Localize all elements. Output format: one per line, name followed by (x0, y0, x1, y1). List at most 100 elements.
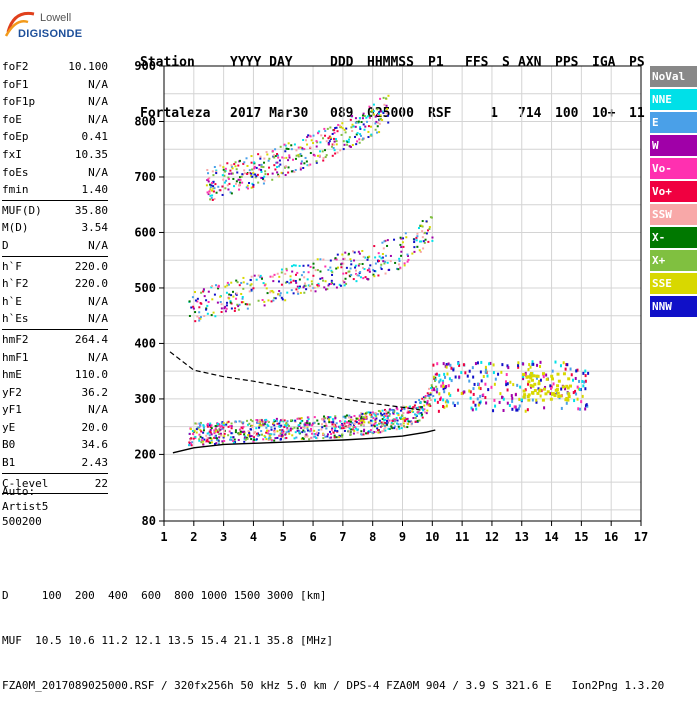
echo-point (517, 365, 520, 369)
echo-point (355, 143, 358, 146)
echo-point (532, 362, 535, 366)
echo-point (250, 174, 253, 177)
echo-point (289, 427, 292, 430)
echo-point (487, 388, 490, 392)
echo-point (430, 384, 433, 387)
echo-point (362, 277, 365, 280)
echo-point (302, 167, 305, 170)
echo-point (345, 414, 348, 417)
echo-point (297, 155, 300, 158)
echo-point (469, 396, 472, 400)
echo-point (250, 161, 253, 164)
echo-point (328, 140, 331, 143)
echo-point (226, 162, 229, 165)
echo-point (207, 300, 210, 303)
echo-point (223, 435, 226, 438)
echo-point (288, 154, 291, 157)
echo-point (384, 421, 387, 424)
echo-point (442, 404, 445, 408)
echo-point (223, 170, 226, 173)
echo-point (216, 424, 219, 427)
echo-point (529, 365, 532, 369)
echo-point (381, 418, 384, 421)
echo-point (399, 417, 402, 420)
echo-point (202, 443, 205, 446)
echo-point (385, 422, 388, 425)
echo-point (276, 171, 279, 174)
echo-point (356, 431, 359, 434)
echo-point (372, 268, 375, 271)
echo-point (313, 154, 316, 157)
echo-point (299, 168, 302, 171)
echo-point (562, 361, 565, 365)
echo-point (312, 286, 315, 289)
echo-point (388, 414, 391, 417)
echo-point (290, 148, 293, 151)
y-tick-label: 80 (142, 514, 156, 528)
x-tick-label: 2 (190, 530, 197, 544)
echo-point (306, 423, 309, 426)
echo-point (317, 282, 320, 285)
echo-point (435, 390, 438, 394)
echo-point (382, 96, 385, 99)
echo-point (425, 232, 428, 235)
echo-point (557, 379, 561, 383)
echo-point (358, 252, 361, 255)
echo-point (422, 396, 425, 399)
echo-point (335, 143, 338, 146)
echo-point (221, 427, 224, 430)
echo-point (402, 245, 405, 248)
echo-point (205, 184, 208, 187)
echo-point (399, 243, 402, 246)
echo-point (220, 303, 223, 306)
echo-point (514, 405, 517, 409)
echo-point (223, 181, 226, 184)
echo-point (322, 258, 325, 261)
echo-point (460, 371, 463, 375)
echo-point (440, 384, 443, 388)
echo-point (585, 403, 588, 407)
echo-point (328, 421, 331, 424)
echo-point (240, 175, 243, 178)
echo-point (347, 416, 350, 419)
echo-point (248, 303, 251, 306)
echo-point (396, 422, 399, 425)
echo-point (343, 128, 346, 131)
echo-point (381, 110, 384, 113)
echo-point (257, 153, 260, 156)
echo-point (276, 166, 279, 169)
y-tick-label: 400 (134, 336, 156, 350)
echo-point (249, 172, 252, 175)
echo-point (257, 420, 260, 423)
echo-point (438, 392, 441, 396)
echo-point (248, 422, 251, 425)
echo-point (508, 403, 511, 407)
echo-point (322, 159, 325, 162)
footer-file-info: FZA0M_2017089025000.RSF / 320fx256h 50 k… (2, 679, 665, 692)
param-value: 22 (94, 476, 108, 490)
echo-point (349, 423, 352, 426)
echo-point (249, 418, 252, 421)
echo-point (412, 417, 415, 420)
echo-point (341, 122, 344, 125)
echo-point (208, 441, 211, 444)
echo-point (284, 150, 287, 153)
echo-point (400, 237, 403, 240)
echo-point (330, 432, 333, 435)
echo-point (278, 275, 281, 278)
echo-point (344, 277, 347, 280)
echo-point (274, 297, 277, 300)
echo-point (347, 420, 350, 423)
echo-point (239, 420, 242, 423)
echo-point (316, 283, 319, 286)
echo-point (358, 138, 361, 141)
echo-point (267, 439, 270, 442)
echo-point (407, 411, 410, 414)
echo-point (234, 161, 237, 164)
echo-point (470, 406, 473, 410)
echo-point (375, 120, 378, 123)
echo-point (415, 239, 418, 242)
echo-point (341, 433, 344, 436)
echo-point (402, 425, 405, 428)
echo-point (272, 422, 275, 425)
